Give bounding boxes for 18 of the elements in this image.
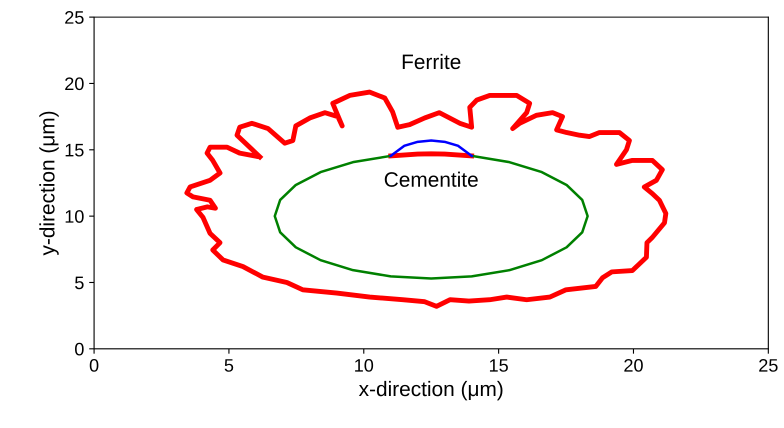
y-tick-label: 20 <box>65 77 84 90</box>
x-axis-title: x-direction (μm) <box>358 380 502 400</box>
annotation: Ferrite <box>402 54 460 70</box>
y-tick-label: 25 <box>65 11 84 24</box>
line-series <box>274 154 589 280</box>
y-tick-label: 10 <box>66 210 84 223</box>
y-tick-label: 15 <box>66 144 84 157</box>
y-axis-title: y-direction (μm) <box>39 112 59 256</box>
line-series <box>389 139 473 158</box>
x-tick-label: 25 <box>759 359 778 372</box>
x-tick-label: 5 <box>224 359 234 372</box>
y-tick-label: 0 <box>75 342 84 356</box>
x-tick-label: 15 <box>490 359 508 372</box>
x-tick-label: 10 <box>355 359 374 372</box>
y-tick-label: 5 <box>75 276 84 290</box>
x-tick-label: 0 <box>90 359 98 372</box>
x-tick-label: 20 <box>624 359 643 372</box>
annotation: Cementite <box>384 172 478 187</box>
